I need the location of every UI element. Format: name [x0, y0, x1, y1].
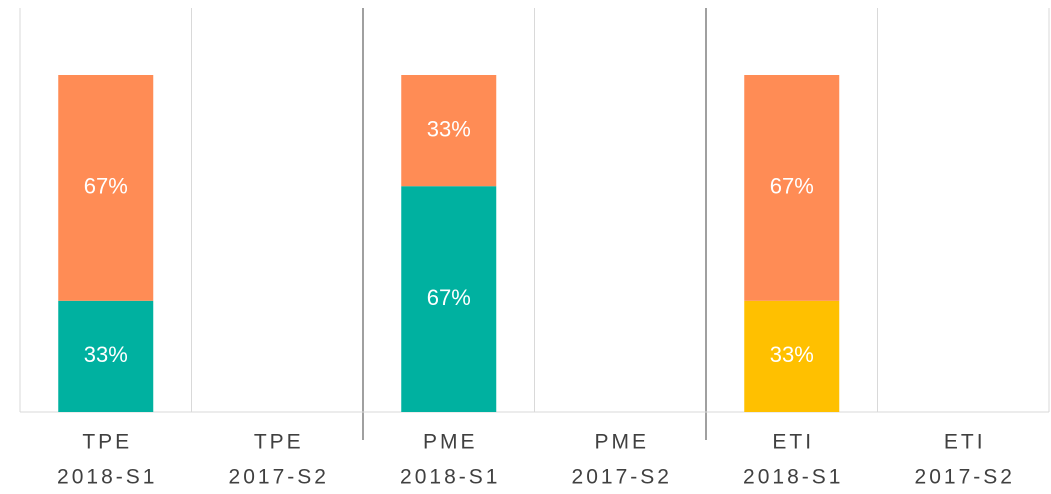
bar-segment [744, 300, 840, 412]
data-label: 67% [770, 174, 814, 199]
x-tick-label: TPE [254, 431, 304, 454]
data-label: 33% [84, 342, 128, 367]
x-tick-label: 2017-S2 [915, 466, 1015, 489]
bar-segment [401, 75, 497, 187]
bar-segment [58, 300, 154, 412]
x-tick-label: TPE [82, 431, 132, 454]
x-tick-label: ETI [772, 431, 814, 454]
x-tick-label: PME [594, 431, 649, 454]
bar-segment [744, 75, 840, 301]
x-tick-label: PME [423, 431, 478, 454]
x-tick-label: 2017-S2 [572, 466, 672, 489]
bar-segment [58, 75, 154, 301]
x-tick-label: 2018-S1 [400, 466, 500, 489]
x-tick-label: 2017-S2 [229, 466, 329, 489]
data-label: 67% [427, 285, 471, 310]
data-label: 67% [84, 174, 128, 199]
x-tick-label: 2018-S1 [743, 466, 843, 489]
bar-segment [401, 186, 497, 412]
x-tick-label: ETI [944, 431, 986, 454]
x-tick-label: 2018-S1 [57, 466, 157, 489]
data-label: 33% [770, 342, 814, 367]
data-label: 33% [427, 116, 471, 141]
